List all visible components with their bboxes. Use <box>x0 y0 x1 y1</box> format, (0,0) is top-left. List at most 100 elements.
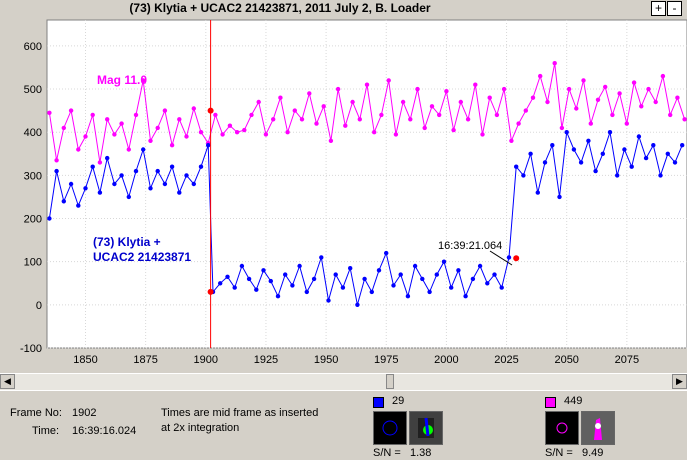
data-point-series-2 <box>405 294 411 299</box>
data-point-series-1 <box>415 86 420 92</box>
status-panel: Frame No: 1902 Time: 16:39:16.024 Times … <box>0 390 687 460</box>
data-point-series-2 <box>61 199 66 204</box>
zoom-out-button[interactable]: - <box>667 1 682 16</box>
target-aperture-image <box>373 411 407 445</box>
data-point-series-1 <box>494 112 500 118</box>
data-point-series-2 <box>198 164 204 169</box>
data-point-series-1 <box>509 138 514 143</box>
zoom-in-button[interactable]: + <box>651 1 666 16</box>
data-point-series-1 <box>242 127 247 133</box>
y-tick-label: 100 <box>24 257 42 269</box>
data-point-series-1 <box>350 99 355 105</box>
data-point-series-2 <box>651 143 656 148</box>
data-point-series-2 <box>177 190 182 195</box>
data-point-series-2 <box>622 147 627 152</box>
data-point-series-2 <box>412 263 418 269</box>
comparison-star-id: 449 <box>564 395 583 407</box>
comparison-sn-value: 9.49 <box>582 447 604 459</box>
y-axis: -100 0 100 200 300 400 500 600 <box>20 41 42 355</box>
data-point-series-1 <box>682 117 687 122</box>
x-tick-label: 1925 <box>254 354 278 366</box>
data-point-series-1 <box>105 117 110 122</box>
time-value: 16:39:16.024 <box>72 425 137 437</box>
highlight-marker <box>513 255 520 262</box>
x-tick-label: 2000 <box>434 354 458 366</box>
data-point-series-2 <box>155 168 160 174</box>
data-point-series-1 <box>480 132 485 137</box>
data-point-series-2 <box>76 203 81 208</box>
data-point-series-2 <box>586 138 591 143</box>
data-point-series-1 <box>422 125 427 131</box>
data-point-series-1 <box>545 99 550 105</box>
data-point-series-2 <box>477 263 483 269</box>
data-point-series-2 <box>600 151 605 156</box>
data-point-series-1 <box>624 121 629 126</box>
data-point-series-2 <box>391 283 396 288</box>
data-point-series-1 <box>646 86 651 92</box>
y-tick-label: 400 <box>24 127 42 139</box>
data-point-series-1 <box>133 112 139 118</box>
target-star-thumbnail <box>409 411 443 445</box>
data-point-series-1 <box>379 112 384 118</box>
data-point-series-2 <box>275 294 281 299</box>
target-sn-value: 1.38 <box>410 447 432 459</box>
data-point-series-1 <box>234 130 240 135</box>
data-point-series-1 <box>263 132 269 137</box>
data-point-series-2 <box>434 272 439 277</box>
data-point-series-1 <box>249 112 254 118</box>
x-tick-label: 1900 <box>194 354 218 366</box>
data-point-series-1 <box>487 95 492 100</box>
data-point-series-1 <box>631 80 637 85</box>
comparison-color-swatch[interactable] <box>545 397 556 408</box>
data-point-series-1 <box>97 160 103 165</box>
light-curve-chart[interactable]: -100 0 100 200 300 400 500 600 1850 1875 1900 1925… <box>0 18 687 373</box>
scroll-left-button[interactable]: ◀ <box>0 374 15 389</box>
data-point-series-2 <box>246 276 252 282</box>
data-point-series-2 <box>643 155 649 161</box>
data-point-series-1 <box>465 117 471 122</box>
data-point-series-2 <box>593 168 598 174</box>
data-point-series-2 <box>369 289 374 295</box>
data-point-series-2 <box>521 173 526 178</box>
data-point-series-2 <box>355 302 360 307</box>
data-point-series-1 <box>400 99 406 105</box>
data-point-series-2 <box>470 276 476 282</box>
data-point-series-1 <box>141 78 146 83</box>
data-point-series-2 <box>615 173 620 178</box>
plot-area <box>46 19 687 349</box>
data-point-series-1 <box>429 104 435 109</box>
target-color-swatch[interactable] <box>373 397 384 408</box>
data-point-series-1 <box>307 91 312 96</box>
data-point-series-1 <box>191 106 196 111</box>
data-point-series-1 <box>610 112 615 118</box>
data-point-series-2 <box>206 143 211 148</box>
data-point-series-1 <box>538 73 543 79</box>
frame-value: 1902 <box>72 407 97 419</box>
data-point-series-1 <box>126 147 131 152</box>
data-point-series-2 <box>557 194 562 200</box>
data-point-series-1 <box>271 117 276 122</box>
data-point-series-2 <box>191 181 196 187</box>
data-point-series-2 <box>672 160 678 165</box>
data-point-series-1 <box>393 132 399 137</box>
scroll-right-button[interactable]: ▶ <box>672 374 687 389</box>
data-point-series-2 <box>456 268 461 273</box>
frame-scrollbar[interactable]: ◀ ▶ <box>0 373 687 390</box>
data-point-series-1 <box>198 130 204 135</box>
data-point-series-2 <box>398 272 403 277</box>
data-point-series-1 <box>501 86 507 92</box>
data-point-series-2 <box>261 268 266 273</box>
title-bar: (73) Klytia + UCAC2 21423871, 2011 July … <box>0 0 687 18</box>
data-point-series-2 <box>311 276 317 282</box>
data-point-series-1 <box>386 78 391 83</box>
annotation-pointer <box>489 250 513 266</box>
data-point-series-2 <box>492 272 497 277</box>
data-point-series-2 <box>607 130 613 135</box>
data-point-series-2 <box>232 285 237 290</box>
y-tick-label: 300 <box>24 170 42 182</box>
data-point-series-2 <box>297 263 302 269</box>
target-star-id: 29 <box>392 395 405 407</box>
x-tick-label: 2050 <box>554 354 578 366</box>
data-point-series-2 <box>119 173 124 178</box>
scroll-thumb[interactable] <box>386 374 394 389</box>
